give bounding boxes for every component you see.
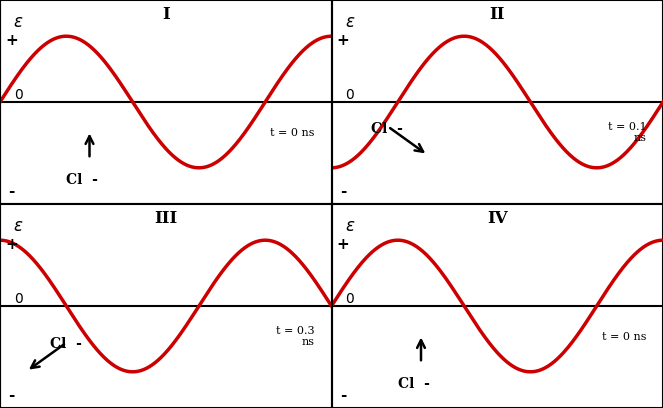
Text: Cl  -: Cl - xyxy=(371,122,403,136)
Text: 0: 0 xyxy=(14,88,23,102)
Text: t = 0.1
ns: t = 0.1 ns xyxy=(608,122,646,143)
Text: I: I xyxy=(162,6,170,23)
Text: $\varepsilon$: $\varepsilon$ xyxy=(13,14,23,31)
Text: 0: 0 xyxy=(345,292,354,306)
Text: -: - xyxy=(340,388,346,403)
Text: +: + xyxy=(5,237,18,252)
Text: -: - xyxy=(340,184,346,199)
Text: 0: 0 xyxy=(14,292,23,306)
Text: $\varepsilon$: $\varepsilon$ xyxy=(345,14,355,31)
Text: +: + xyxy=(337,237,349,252)
Text: +: + xyxy=(5,33,18,48)
Text: $\varepsilon$: $\varepsilon$ xyxy=(13,218,23,235)
Text: -: - xyxy=(9,388,15,403)
Text: -: - xyxy=(9,184,15,199)
Text: $\varepsilon$: $\varepsilon$ xyxy=(345,218,355,235)
Text: Cl  -: Cl - xyxy=(50,337,82,350)
Text: Cl  -: Cl - xyxy=(398,377,430,391)
Text: Cl  -: Cl - xyxy=(66,173,98,187)
Text: +: + xyxy=(337,33,349,48)
Text: II: II xyxy=(489,6,505,23)
Text: t = 0 ns: t = 0 ns xyxy=(602,332,646,341)
Text: III: III xyxy=(154,210,178,227)
Text: t = 0.3
ns: t = 0.3 ns xyxy=(276,326,315,347)
Text: 0: 0 xyxy=(345,88,354,102)
Text: IV: IV xyxy=(487,210,508,227)
Text: t = 0 ns: t = 0 ns xyxy=(271,128,315,137)
